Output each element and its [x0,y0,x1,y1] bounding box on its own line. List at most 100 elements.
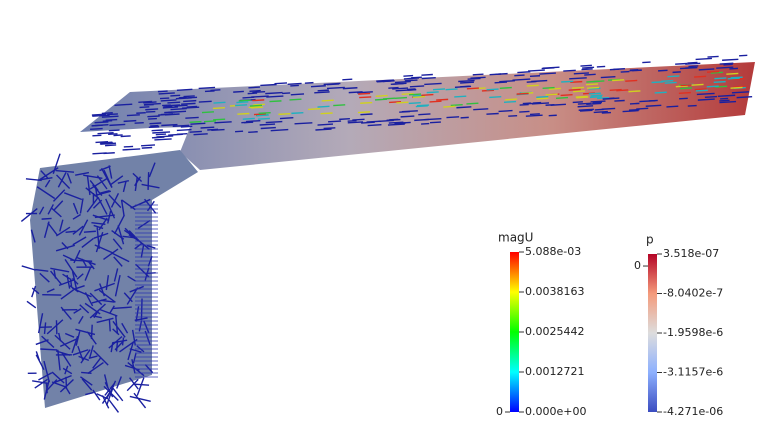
arrow [72,287,92,298]
arrow [620,70,630,73]
arrow [38,206,45,215]
arrow [40,170,49,179]
arrow [135,263,150,278]
arrow [76,273,84,280]
arrow [107,210,112,224]
arrow [378,119,394,123]
arrow [505,98,518,101]
arrow [412,95,426,98]
arrow [648,99,658,102]
arrow [416,104,430,107]
arrow [666,105,679,108]
arrow [51,381,67,388]
arrow [99,283,106,297]
arrow [691,83,704,86]
arrow [432,88,446,91]
tick-label: 0.0012721 [525,365,585,378]
arrow [163,105,173,108]
arrow [241,121,253,124]
arrow [563,69,576,72]
arrow [576,96,589,99]
arrow [43,322,47,335]
arrow [110,342,114,353]
arrow [172,124,190,128]
arrow [72,225,84,235]
arrow [252,90,266,94]
arrow [103,374,109,387]
arrow [46,319,64,335]
arrow [141,146,153,149]
arrow [126,287,139,305]
arrow [536,95,549,98]
arrow [57,349,61,371]
arrow [155,133,167,136]
color-bar [510,252,519,412]
arrow [697,98,715,101]
arrow [145,110,156,113]
arrow [716,66,734,69]
arrow [278,112,291,116]
arrow [122,148,141,151]
arrow [426,91,439,94]
arrow [114,275,121,297]
arrow [266,95,284,98]
arrow [80,376,93,386]
arrow [99,308,118,317]
arrow [531,79,548,83]
arrow [388,121,404,124]
arrow [113,215,125,235]
arrow [89,345,94,358]
arrow [387,123,405,126]
arrow [63,192,83,201]
arrow [94,121,109,124]
arrow [347,119,357,122]
arrow [148,117,157,120]
lower-channel [30,150,198,408]
arrow [360,113,373,116]
arrow [90,127,103,131]
arrow [59,379,74,393]
arrow [269,100,282,103]
arrow [52,189,66,202]
arrow [35,354,45,370]
arrow [667,75,680,78]
arrow [46,288,55,293]
arrow [147,172,150,190]
arrow [253,113,267,116]
arrow [81,371,92,375]
arrow [92,357,102,369]
arrow [50,270,62,285]
arrow [43,380,50,400]
arrow [235,104,248,107]
arrow [645,104,662,107]
arrow [100,141,113,144]
arrow [127,341,134,361]
arrow [375,94,388,97]
arrow [248,86,260,89]
arrow [260,126,276,130]
arrow [70,259,93,262]
arrow [259,123,276,126]
arrow [75,331,81,346]
arrow [423,117,442,121]
arrow [726,72,739,75]
arrow [75,171,90,176]
arrow [446,116,460,119]
arrow [494,81,508,84]
arrow [88,261,95,270]
arrow [79,198,84,214]
tick-label: 5.088e-03 [525,245,581,258]
arrow [586,83,599,86]
arrow [84,266,92,281]
arrow [31,287,40,295]
arrow [130,198,151,209]
arrow [403,74,414,77]
arrow [636,107,649,110]
arrow [140,243,145,258]
arrow [123,145,134,148]
arrow [72,202,79,215]
arrow [176,88,193,91]
arrow [128,230,140,242]
arrow [326,83,340,86]
arrow [359,96,372,99]
